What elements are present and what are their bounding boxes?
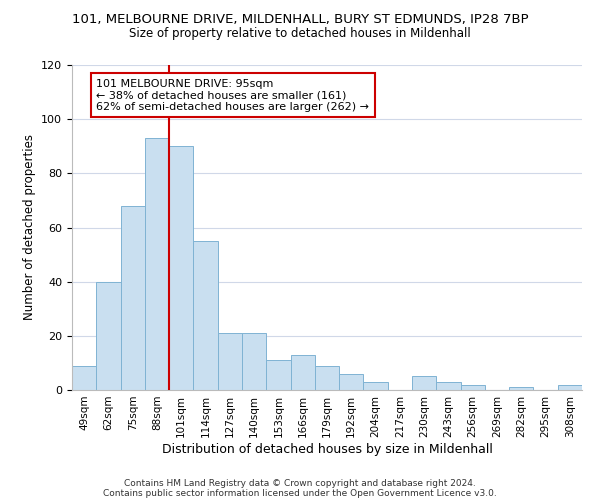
Bar <box>145 138 169 390</box>
Bar <box>266 360 290 390</box>
Bar <box>364 382 388 390</box>
Bar <box>218 333 242 390</box>
Bar <box>96 282 121 390</box>
Bar <box>121 206 145 390</box>
Bar <box>461 384 485 390</box>
Text: 101 MELBOURNE DRIVE: 95sqm
← 38% of detached houses are smaller (161)
62% of sem: 101 MELBOURNE DRIVE: 95sqm ← 38% of deta… <box>96 78 369 112</box>
Bar <box>72 366 96 390</box>
Bar <box>290 355 315 390</box>
Bar <box>169 146 193 390</box>
Text: Contains HM Land Registry data © Crown copyright and database right 2024.: Contains HM Land Registry data © Crown c… <box>124 478 476 488</box>
Text: Size of property relative to detached houses in Mildenhall: Size of property relative to detached ho… <box>129 28 471 40</box>
Bar <box>315 366 339 390</box>
Text: 101, MELBOURNE DRIVE, MILDENHALL, BURY ST EDMUNDS, IP28 7BP: 101, MELBOURNE DRIVE, MILDENHALL, BURY S… <box>71 12 529 26</box>
Bar <box>558 384 582 390</box>
Bar <box>412 376 436 390</box>
Bar <box>193 241 218 390</box>
X-axis label: Distribution of detached houses by size in Mildenhall: Distribution of detached houses by size … <box>161 442 493 456</box>
Bar <box>436 382 461 390</box>
Bar <box>509 388 533 390</box>
Text: Contains public sector information licensed under the Open Government Licence v3: Contains public sector information licen… <box>103 488 497 498</box>
Bar <box>339 374 364 390</box>
Y-axis label: Number of detached properties: Number of detached properties <box>23 134 35 320</box>
Bar <box>242 333 266 390</box>
